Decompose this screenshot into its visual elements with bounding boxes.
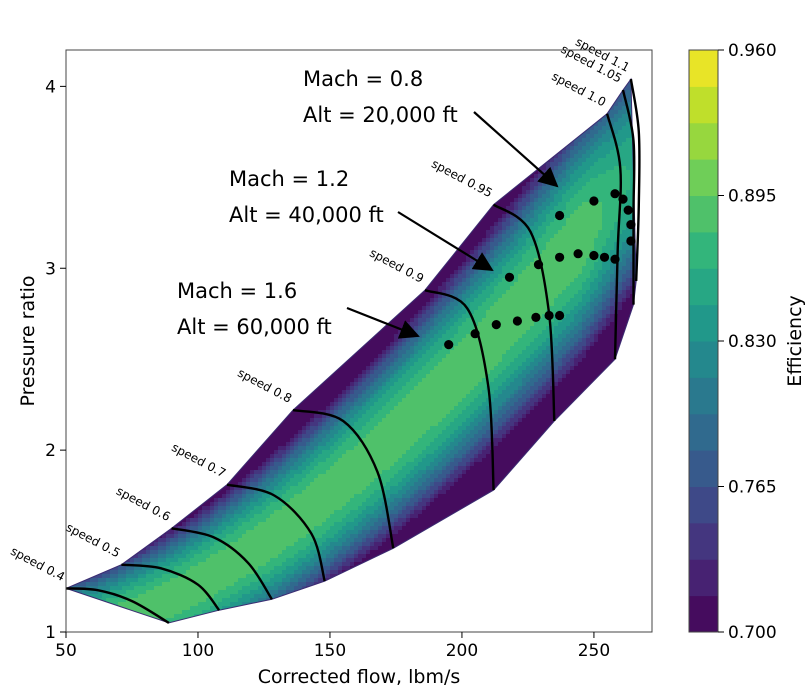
speed-label-0.8: speed 0.8 bbox=[235, 366, 294, 406]
speed-label-0.9: speed 0.9 bbox=[367, 246, 426, 286]
y-axis-ticks: 1 2 3 4 bbox=[45, 77, 66, 643]
colorbar-ticks: 0.700 0.765 0.830 0.895 0.960 bbox=[718, 41, 777, 643]
annotation-mach-label: Mach = 1.2 bbox=[229, 167, 349, 191]
efficiency-field bbox=[66, 79, 637, 623]
operating-point bbox=[544, 310, 554, 321]
x-axis-ticks: 50 100 150 200 250 bbox=[55, 632, 610, 661]
y-tick-label: 4 bbox=[45, 77, 56, 97]
annotation-mach-label: Mach = 1.6 bbox=[177, 279, 297, 303]
operating-point bbox=[589, 250, 599, 261]
colorbar-level bbox=[689, 86, 718, 124]
annotation-altitude-label: Alt = 40,000 ft bbox=[229, 203, 384, 227]
operating-point bbox=[444, 340, 454, 350]
x-tick-label: 200 bbox=[446, 641, 478, 661]
colorbar-level bbox=[689, 268, 718, 306]
operating-point bbox=[555, 210, 565, 221]
speed-line-1.05 bbox=[621, 89, 636, 305]
x-axis-title: Corrected flow, lbm/s bbox=[258, 666, 461, 688]
operating-point bbox=[555, 310, 565, 321]
efficiency-contours bbox=[66, 77, 637, 624]
speed-label-0.5: speed 0.5 bbox=[64, 520, 123, 560]
speed-lines bbox=[65, 78, 641, 624]
colorbar: 0.700 0.765 0.830 0.895 0.960 Efficiency bbox=[688, 41, 806, 643]
operating-point bbox=[618, 194, 628, 204]
colorbar-level bbox=[689, 377, 718, 415]
speed-label-0.6: speed 0.6 bbox=[114, 484, 173, 524]
colorbar-title: Efficiency bbox=[784, 295, 806, 387]
operating-point bbox=[491, 320, 501, 330]
speed-line-0.95 bbox=[492, 203, 556, 422]
operating-point bbox=[573, 249, 583, 259]
x-tick-label: 250 bbox=[578, 641, 610, 661]
speed-line-0.7 bbox=[226, 483, 326, 582]
operating-point bbox=[589, 196, 599, 206]
colorbar-swatches bbox=[689, 50, 718, 633]
operating-point bbox=[626, 220, 636, 230]
plot-frame bbox=[65, 49, 653, 633]
colorbar-level bbox=[689, 413, 718, 451]
annotation-altitude-label: Alt = 20,000 ft bbox=[303, 103, 458, 127]
y-tick-label: 3 bbox=[45, 259, 56, 279]
speed-line-0.4 bbox=[65, 587, 170, 624]
colorbar-tick-label: 0.700 bbox=[728, 623, 777, 643]
annotation-arrow bbox=[397, 211, 494, 272]
y-tick-label: 2 bbox=[45, 441, 56, 461]
speed-line-0.9 bbox=[424, 288, 495, 491]
operating-point bbox=[504, 272, 515, 282]
colorbar-level bbox=[689, 522, 718, 560]
colorbar-level bbox=[689, 304, 718, 342]
colorbar-level bbox=[689, 195, 718, 233]
x-tick-label: 150 bbox=[314, 641, 346, 661]
colorbar-tick-label: 0.895 bbox=[728, 187, 777, 207]
annotation-arrow bbox=[473, 111, 559, 188]
colorbar-level bbox=[689, 159, 718, 197]
operating-point bbox=[626, 236, 636, 246]
colorbar-level bbox=[689, 450, 718, 488]
colorbar-level bbox=[689, 559, 718, 597]
annotation-altitude-label: Alt = 60,000 ft bbox=[177, 315, 332, 339]
speed-label-0.95: speed 0.95 bbox=[429, 157, 495, 201]
colorbar-level bbox=[689, 231, 718, 269]
y-tick-label: 1 bbox=[45, 623, 56, 643]
operating-point bbox=[610, 254, 620, 264]
x-tick-label: 100 bbox=[182, 641, 214, 661]
colorbar-level bbox=[689, 341, 718, 378]
operating-point bbox=[623, 205, 633, 215]
y-axis-title: Pressure ratio bbox=[17, 276, 39, 407]
speed-line-1.0 bbox=[605, 113, 623, 360]
colorbar-tick-label: 0.960 bbox=[728, 41, 777, 61]
operating-points bbox=[444, 189, 636, 350]
operating-point bbox=[599, 252, 610, 262]
x-tick-label: 50 bbox=[55, 641, 77, 661]
operating-point bbox=[512, 316, 523, 326]
annotation-arrow bbox=[346, 306, 420, 339]
speed-label-0.7: speed 0.7 bbox=[169, 440, 228, 480]
colorbar-level bbox=[689, 122, 718, 160]
speed-line-1.1 bbox=[629, 78, 641, 282]
colorbar-level bbox=[689, 50, 718, 87]
colorbar-tick-label: 0.830 bbox=[728, 332, 777, 352]
operating-point bbox=[531, 312, 541, 322]
colorbar-level bbox=[689, 595, 718, 633]
annotation-mach-label: Mach = 0.8 bbox=[303, 67, 423, 91]
colorbar-level bbox=[689, 486, 718, 524]
speed-label-0.4: speed 0.4 bbox=[8, 544, 67, 584]
operating-point bbox=[533, 260, 544, 270]
operating-point bbox=[610, 189, 620, 199]
operating-point bbox=[470, 329, 480, 339]
speed-line-0.6 bbox=[171, 527, 273, 600]
speed-line-0.8 bbox=[292, 408, 395, 549]
colorbar-tick-label: 0.765 bbox=[728, 478, 777, 498]
annotations: Mach = 0.8 Alt = 20,000 ft Mach = 1.2 Alt =… bbox=[177, 67, 559, 339]
operating-point bbox=[555, 252, 565, 262]
speed-line-0.5 bbox=[121, 563, 221, 611]
